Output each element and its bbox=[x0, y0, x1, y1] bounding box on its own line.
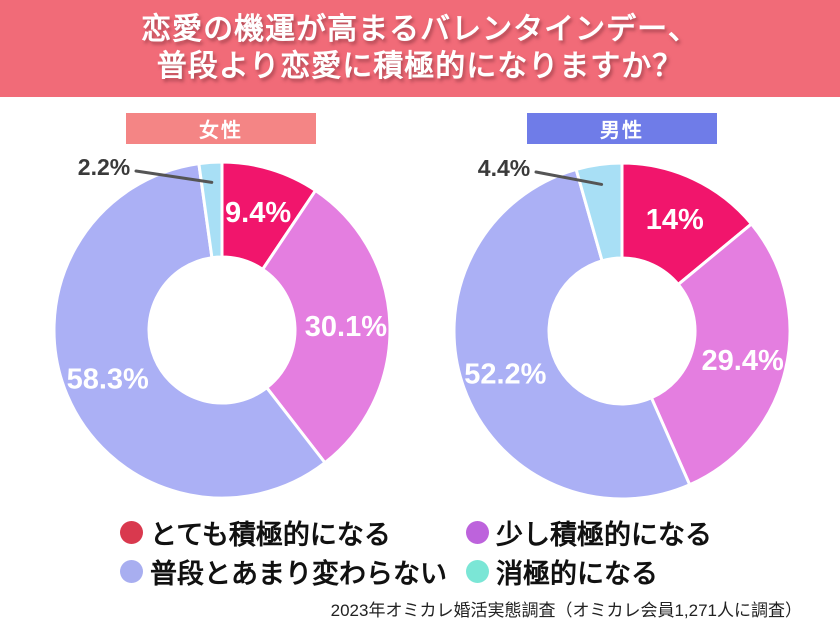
slice-label-2: 52.2% bbox=[464, 358, 546, 390]
legend-item-very-active: とても積極的になる bbox=[120, 515, 391, 550]
legend-label-passive: 消極的になる bbox=[496, 558, 658, 589]
legend-dot-passive bbox=[466, 559, 489, 583]
legend-label-no-change: 普段とあまり変わらない bbox=[150, 558, 447, 589]
source-note: 2023年オミカレ婚活実態調査（オミカレ会員1,271人に調査） bbox=[330, 601, 802, 620]
outside-label-3: 2.2% bbox=[78, 154, 130, 180]
slice-label-0: 9.4% bbox=[225, 197, 291, 229]
group-badge-female: 女性 bbox=[126, 113, 316, 144]
outside-label-3: 4.4% bbox=[478, 155, 530, 181]
slice-label-0: 14% bbox=[646, 204, 704, 236]
title-line-1: 恋愛の機運が高まるバレンタインデー、 bbox=[141, 13, 699, 46]
callout-line-3 bbox=[134, 169, 214, 184]
slice-label-2: 58.3% bbox=[67, 364, 149, 396]
group-badge-female-label: 女性 bbox=[199, 120, 243, 142]
donut-slice-1 bbox=[649, 222, 792, 487]
slice-label-1: 29.4% bbox=[702, 345, 784, 377]
legend-dot-slightly-active bbox=[466, 520, 489, 544]
donut-chart-female: 9.4% 30.1% 58.3% 2.2% bbox=[52, 154, 392, 500]
legend-label-slightly-active: 少し積極的になる bbox=[496, 519, 712, 550]
title-banner: 恋愛の機運が高まるバレンタインデー、 普段より恋愛に積極的になりますか？ bbox=[0, 0, 840, 97]
donut-chart-male: 14% 29.4% 52.2% 4.4% bbox=[452, 155, 792, 501]
donut-slice-3 bbox=[197, 160, 224, 260]
group-badge-male-label: 男性 bbox=[600, 120, 644, 142]
legend-dot-very-active bbox=[120, 520, 143, 544]
title-line-2: 普段より恋愛に積極的になりますか？ bbox=[156, 49, 684, 83]
legend-item-passive: 消極的になる bbox=[466, 554, 658, 589]
callout-line-3 bbox=[534, 170, 604, 186]
legend-item-no-change: 普段とあまり変わらない bbox=[120, 554, 447, 589]
legend-label-very-active: とても積極的になる bbox=[150, 519, 391, 550]
group-badge-male: 男性 bbox=[527, 113, 717, 144]
legend-dot-no-change bbox=[120, 559, 143, 583]
donut-slice-2 bbox=[452, 167, 692, 501]
slice-label-1: 30.1% bbox=[305, 311, 387, 343]
donut-slice-1 bbox=[261, 188, 392, 465]
legend-item-slightly-active: 少し積極的になる bbox=[466, 515, 712, 550]
donut-slice-2 bbox=[52, 162, 327, 500]
donut-slice-3 bbox=[574, 161, 624, 263]
